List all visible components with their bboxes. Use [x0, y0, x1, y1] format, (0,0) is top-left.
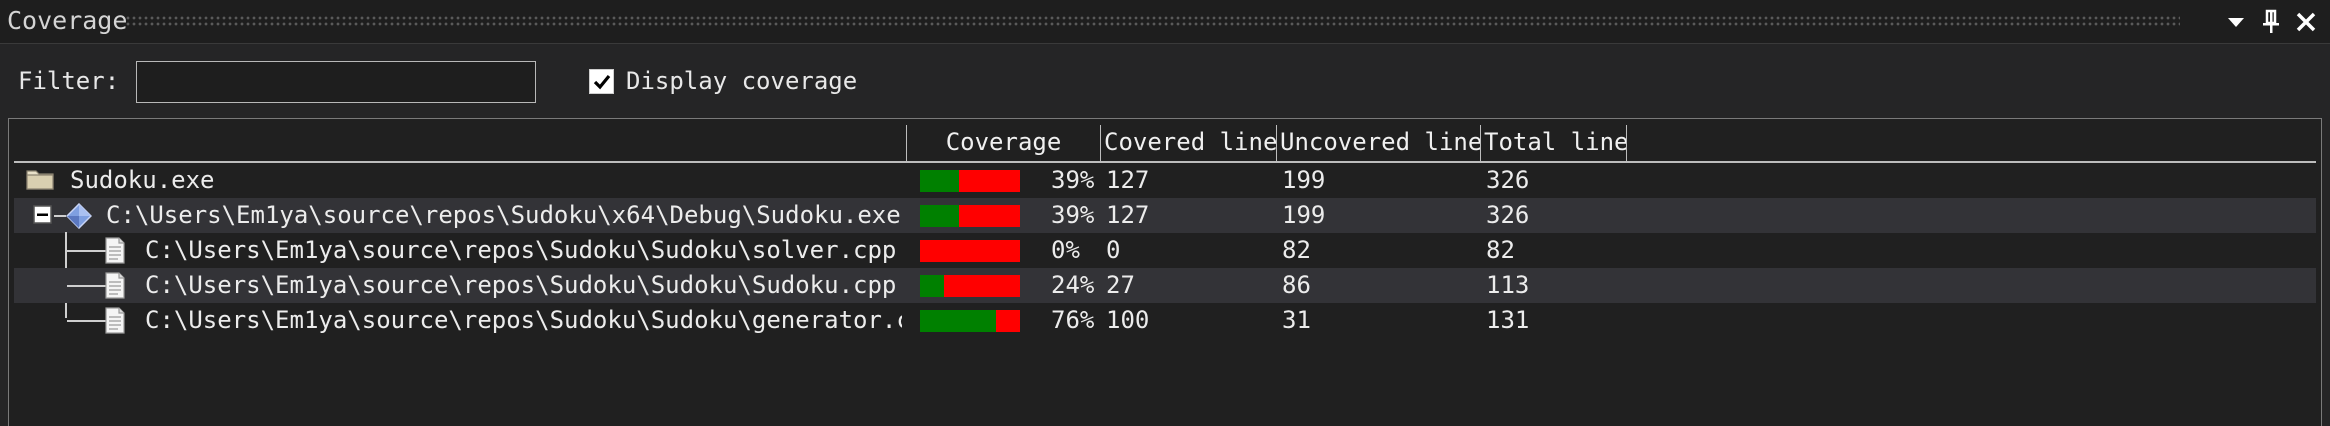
title-grip	[125, 15, 2180, 27]
covered-lines: 100	[1106, 306, 1150, 334]
uncovered-lines: 82	[1282, 236, 1311, 264]
display-coverage-label[interactable]: Display coverage	[626, 67, 858, 95]
uncovered-lines: 86	[1282, 271, 1311, 299]
column-header-divider	[1626, 125, 1628, 162]
file-icon	[105, 237, 125, 264]
close-panel-button[interactable]	[2290, 6, 2322, 38]
uncovered-lines: 31	[1282, 306, 1311, 334]
panel-title: Coverage	[7, 6, 128, 35]
total-lines: 113	[1486, 271, 1530, 299]
tree-connector	[67, 285, 107, 287]
tree-row[interactable]: C:\Users\Em1ya\source\repos\Sudoku\Sudok…	[14, 303, 2316, 338]
covered-lines: 127	[1106, 201, 1150, 229]
row-name: C:\Users\Em1ya\source\repos\Sudoku\Sudok…	[145, 236, 897, 264]
filter-label: Filter:	[18, 67, 120, 95]
uncovered-lines: 199	[1282, 166, 1326, 194]
collapse-icon[interactable]	[32, 204, 54, 226]
display-coverage-checkbox[interactable]	[589, 69, 614, 94]
coverage-bar	[920, 205, 1020, 227]
checkmark-icon	[593, 74, 610, 89]
tree-row[interactable]: C:\Users\Em1ya\source\repos\Sudoku\Sudok…	[14, 233, 2316, 268]
total-lines: 326	[1486, 201, 1530, 229]
coverage-bar-fill	[920, 275, 944, 297]
filter-input[interactable]	[136, 61, 536, 103]
tree-row[interactable]: C:\Users\Em1ya\source\repos\Sudoku\Sudok…	[14, 268, 2316, 303]
row-name: C:\Users\Em1ya\source\repos\Sudoku\Sudok…	[145, 306, 902, 334]
pin-icon	[2263, 9, 2279, 33]
file-icon	[105, 307, 125, 334]
window-position-dropdown-button[interactable]	[2220, 6, 2252, 38]
coverage-bar	[920, 310, 1020, 332]
covered-lines: 0	[1106, 236, 1121, 264]
coverage-bar	[920, 240, 1020, 262]
column-header-total[interactable]: Total line	[1480, 125, 1626, 162]
coverage-percent: 39%	[1051, 166, 1095, 194]
coverage-percent: 39%	[1051, 201, 1095, 229]
coverage-bar-fill	[920, 205, 959, 227]
tree-connector	[67, 250, 107, 252]
tree-row[interactable]: C:\Users\Em1ya\source\repos\Sudoku\x64\D…	[14, 198, 2316, 233]
covered-lines: 27	[1106, 271, 1135, 299]
header-divider	[14, 161, 2316, 163]
coverage-percent: 0%	[1051, 236, 1080, 264]
coverage-bar-fill	[920, 170, 959, 192]
coverage-bar	[920, 170, 1020, 192]
chevron-down-icon	[2228, 17, 2244, 27]
tree-connector	[67, 320, 107, 322]
column-header-uncovered[interactable]: Uncovered line	[1276, 125, 1480, 162]
panel-title-bar: Coverage	[0, 0, 2330, 44]
uncovered-lines: 199	[1282, 201, 1326, 229]
coverage-percent: 76%	[1051, 306, 1095, 334]
total-lines: 326	[1486, 166, 1530, 194]
file-icon	[105, 272, 125, 299]
row-name: C:\Users\Em1ya\source\repos\Sudoku\Sudok…	[145, 271, 897, 299]
row-name: C:\Users\Em1ya\source\repos\Sudoku\x64\D…	[106, 201, 901, 229]
module-icon	[66, 203, 92, 229]
tree-row[interactable]: Sudoku.exe 39% 127 199 326	[14, 163, 2316, 198]
column-header-coverage[interactable]: Coverage	[906, 125, 1100, 162]
coverage-percent: 24%	[1051, 271, 1095, 299]
tree-connector	[54, 215, 66, 217]
total-lines: 131	[1486, 306, 1530, 334]
column-header-name[interactable]	[14, 125, 906, 162]
row-name: Sudoku.exe	[70, 166, 215, 194]
coverage-bar-fill	[920, 310, 996, 332]
close-icon	[2296, 12, 2316, 32]
folder-icon	[26, 170, 54, 190]
coverage-bar	[920, 275, 1020, 297]
total-lines: 82	[1486, 236, 1515, 264]
column-header-covered[interactable]: Covered line	[1100, 125, 1276, 162]
auto-hide-pin-button[interactable]	[2255, 6, 2287, 38]
covered-lines: 127	[1106, 166, 1150, 194]
